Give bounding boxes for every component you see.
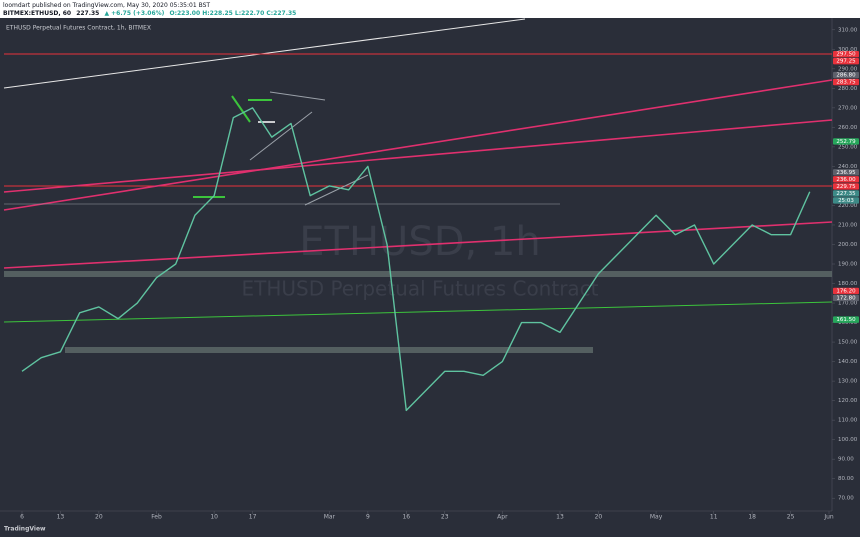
price-badge: [833, 78, 859, 86]
trendline: [3, 221, 833, 269]
x-tick-label: Jun: [823, 514, 834, 521]
trendline: [3, 119, 833, 193]
price-badge-label: 236.00: [836, 177, 856, 183]
y-tick-label: 260.00: [838, 125, 858, 131]
y-tick-label: 220.00: [838, 203, 858, 209]
price-badge: [833, 294, 859, 302]
y-tick-label: 300.00: [838, 47, 858, 53]
price-badge-label: 176.20: [836, 288, 856, 294]
price-badge-label: 286.80: [836, 73, 856, 79]
y-tick-label: 190.00: [838, 262, 858, 268]
price-change: ▲ +6.75 (+3.06%): [104, 10, 165, 17]
plot: [21, 107, 811, 412]
x-tick-label: Feb: [151, 514, 162, 521]
trendline: [3, 301, 833, 323]
symbol: BITMEX:ETHUSD, 60: [3, 10, 72, 17]
x-tick-label: 6: [20, 514, 24, 521]
y-tick-label: 240.00: [838, 164, 858, 170]
x-tick-label: 16: [402, 514, 410, 521]
price-badge-label: 229.75: [836, 184, 856, 190]
chart: ETHUSD, 1h ETHUSD Perpetual Futures Cont…: [0, 18, 860, 537]
y-tick-label: 250.00: [838, 144, 858, 150]
countdown: 25:03: [838, 198, 854, 204]
price-badge-label: 252.79: [836, 139, 856, 145]
y-tick-label: 100.00: [838, 437, 858, 443]
y-tick-label: 170.00: [838, 301, 858, 307]
y-tick-label: 290.00: [838, 66, 858, 72]
x-tick-label: 13: [57, 514, 65, 521]
x-tick-label: 25: [787, 514, 795, 521]
ohlc: O:223.00 H:228.25 L:222.70 C:227.35: [169, 10, 297, 17]
x-tick-label: 9: [366, 514, 370, 521]
x-tick-label: 20: [595, 514, 603, 521]
x-tick-label: 10: [210, 514, 218, 521]
y-tick-label: 270.00: [838, 105, 858, 111]
x-tick-label: Mar: [324, 514, 336, 521]
x-tick-label: 18: [748, 514, 756, 521]
y-tick-label: 150.00: [838, 340, 858, 346]
publisher-line: loomdart published on TradingView.com, M…: [3, 2, 211, 9]
price-badge-label: 297.25: [836, 59, 856, 65]
zone: [4, 271, 832, 277]
price-badge: [833, 71, 859, 79]
zone: [65, 347, 593, 353]
countdown-badge: [833, 197, 859, 204]
y-tick-label: 200.00: [838, 242, 858, 248]
y-tick-label: 80.00: [838, 476, 854, 482]
price-badge: [833, 190, 859, 197]
y-tick-label: 120.00: [838, 398, 858, 404]
price-badge: [833, 169, 859, 176]
x-tick-label: 23: [441, 514, 449, 521]
y-tick-label: 280.00: [838, 86, 858, 92]
price-badge: [833, 138, 859, 145]
y-tick-label: 210.00: [838, 222, 858, 228]
price-badge: [833, 316, 859, 323]
y-tick-label: 160.00: [838, 320, 858, 326]
price-badge-label: 227.35: [836, 191, 856, 197]
drawing: [249, 111, 313, 161]
drawing: [231, 95, 251, 123]
x-tick-label: Apr: [497, 514, 508, 521]
y-tick-label: 140.00: [838, 359, 858, 365]
x-tick-label: 11: [710, 514, 718, 521]
price-badge: [833, 183, 859, 190]
x-tick-label: May: [650, 514, 663, 521]
quote-line: BITMEX:ETHUSD, 60 227.35 ▲ +6.75 (+3.06%…: [3, 10, 299, 17]
y-tick-label: 180.00: [838, 281, 858, 287]
price-badge: [833, 176, 859, 183]
watermark-sub: ETHUSD Perpetual Futures Contract: [241, 277, 598, 301]
background: [0, 18, 860, 537]
price-badge: [833, 57, 859, 65]
y-tick-label: 90.00: [838, 457, 854, 463]
y-tick-label: 110.00: [838, 418, 858, 424]
y-tick-label: 310.00: [838, 27, 858, 33]
trendline: [3, 79, 833, 211]
price-badge-label: 161.50: [836, 317, 856, 323]
y-tick-label: 70.00: [838, 496, 854, 502]
price-badge-label: 236.95: [836, 170, 856, 176]
x-tick-label: 17: [249, 514, 257, 521]
price-badge-label: 297.50: [836, 52, 856, 58]
price-badge: [833, 50, 859, 58]
drawing: [269, 91, 326, 101]
legend-text: ETHUSD Perpetual Futures Contract, 1h, B…: [6, 25, 151, 32]
price-badge-label: 172.80: [836, 295, 856, 301]
x-tick-label: 13: [556, 514, 564, 521]
last-price: 227.35: [76, 10, 100, 17]
price-badge-label: 283.75: [836, 80, 856, 86]
y-tick-label: 130.00: [838, 379, 858, 385]
watermark: ETHUSD, 1h: [299, 219, 540, 265]
price-badge: [833, 287, 859, 295]
price-line: [21, 107, 811, 412]
x-tick-label: 20: [95, 514, 103, 521]
footer-brand: TradingView: [4, 526, 46, 533]
